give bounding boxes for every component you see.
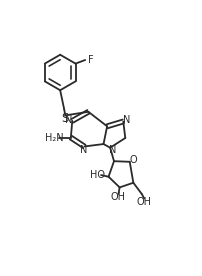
Text: OH: OH — [136, 197, 151, 207]
Text: S: S — [61, 112, 68, 125]
Text: HO: HO — [89, 170, 104, 180]
Text: N: N — [65, 115, 72, 125]
Text: N: N — [123, 115, 130, 126]
Text: F: F — [87, 55, 93, 65]
Text: N: N — [108, 145, 116, 155]
Text: H₂N: H₂N — [45, 132, 63, 143]
Text: O: O — [129, 155, 137, 165]
Text: N: N — [79, 145, 87, 155]
Text: OH: OH — [110, 192, 125, 202]
